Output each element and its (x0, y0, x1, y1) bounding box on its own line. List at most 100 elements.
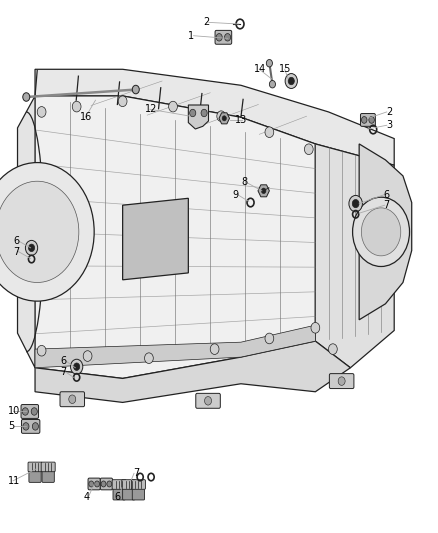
Circle shape (349, 196, 362, 212)
Polygon shape (35, 96, 315, 378)
Polygon shape (219, 113, 230, 124)
Text: 10: 10 (8, 407, 20, 416)
Circle shape (107, 481, 112, 487)
Polygon shape (188, 105, 208, 129)
Circle shape (285, 74, 297, 88)
Text: 3: 3 (386, 120, 392, 130)
FancyBboxPatch shape (21, 419, 40, 433)
Polygon shape (35, 341, 350, 402)
Polygon shape (315, 144, 394, 368)
FancyBboxPatch shape (122, 480, 136, 489)
Circle shape (71, 359, 83, 374)
Circle shape (37, 345, 46, 356)
Circle shape (23, 423, 29, 430)
Circle shape (304, 144, 313, 155)
Text: 1: 1 (188, 31, 194, 41)
Circle shape (83, 351, 92, 361)
FancyBboxPatch shape (215, 30, 232, 44)
FancyBboxPatch shape (29, 470, 41, 482)
Circle shape (132, 85, 139, 94)
Circle shape (210, 344, 219, 354)
Circle shape (25, 240, 38, 255)
Text: 7: 7 (13, 247, 19, 256)
Circle shape (328, 344, 337, 354)
Text: 5: 5 (8, 422, 14, 431)
Text: 7: 7 (60, 367, 67, 377)
Circle shape (288, 77, 294, 85)
FancyBboxPatch shape (123, 487, 135, 500)
Circle shape (0, 163, 94, 301)
FancyBboxPatch shape (60, 392, 85, 407)
Text: 14: 14 (254, 64, 266, 74)
FancyBboxPatch shape (196, 393, 220, 408)
Text: 7: 7 (133, 469, 139, 478)
Circle shape (145, 353, 153, 364)
Circle shape (266, 60, 272, 67)
Text: 2: 2 (386, 107, 392, 117)
Polygon shape (18, 96, 35, 368)
Text: 16: 16 (80, 112, 92, 122)
Text: 4: 4 (83, 492, 89, 502)
Circle shape (265, 333, 274, 344)
FancyBboxPatch shape (113, 487, 125, 500)
Polygon shape (35, 325, 315, 368)
Circle shape (0, 181, 79, 282)
Text: 6: 6 (60, 356, 67, 366)
Circle shape (311, 322, 320, 333)
Text: 6: 6 (114, 492, 120, 502)
Text: 9: 9 (232, 190, 238, 199)
Circle shape (361, 208, 401, 256)
Circle shape (261, 188, 266, 193)
FancyBboxPatch shape (88, 478, 100, 490)
Circle shape (352, 199, 359, 208)
Circle shape (217, 111, 226, 122)
Text: 8: 8 (241, 177, 247, 187)
Circle shape (37, 107, 46, 117)
Circle shape (95, 481, 99, 487)
Circle shape (361, 117, 367, 123)
Text: 15: 15 (279, 64, 292, 74)
Circle shape (353, 197, 410, 266)
Circle shape (225, 34, 231, 41)
Circle shape (169, 101, 177, 112)
Circle shape (222, 116, 226, 121)
FancyBboxPatch shape (41, 462, 55, 472)
FancyBboxPatch shape (100, 478, 113, 490)
Circle shape (89, 481, 94, 487)
Circle shape (369, 117, 374, 123)
FancyBboxPatch shape (112, 480, 126, 489)
Circle shape (201, 109, 207, 117)
FancyBboxPatch shape (132, 487, 145, 500)
Circle shape (69, 395, 76, 403)
FancyBboxPatch shape (21, 405, 39, 418)
FancyBboxPatch shape (42, 470, 54, 482)
Polygon shape (359, 144, 412, 320)
Polygon shape (123, 198, 188, 280)
Circle shape (216, 34, 222, 41)
Circle shape (265, 127, 274, 138)
Circle shape (23, 93, 30, 101)
Text: 6: 6 (384, 190, 390, 199)
Circle shape (28, 244, 35, 252)
Circle shape (32, 423, 39, 430)
Text: 11: 11 (8, 476, 20, 486)
Text: 6: 6 (13, 236, 19, 246)
Circle shape (269, 80, 276, 88)
Circle shape (118, 96, 127, 107)
Text: 7: 7 (384, 200, 390, 210)
Polygon shape (35, 69, 394, 165)
FancyBboxPatch shape (131, 480, 145, 489)
Text: 2: 2 (204, 18, 210, 27)
FancyBboxPatch shape (329, 374, 354, 389)
Circle shape (190, 109, 196, 117)
FancyBboxPatch shape (28, 462, 42, 472)
Circle shape (74, 363, 80, 370)
FancyBboxPatch shape (360, 114, 375, 126)
Circle shape (72, 101, 81, 112)
Text: 13: 13 (235, 115, 247, 125)
Circle shape (31, 408, 37, 415)
Text: 12: 12 (145, 104, 157, 114)
Circle shape (22, 408, 28, 415)
Polygon shape (258, 185, 269, 197)
Circle shape (101, 481, 106, 487)
